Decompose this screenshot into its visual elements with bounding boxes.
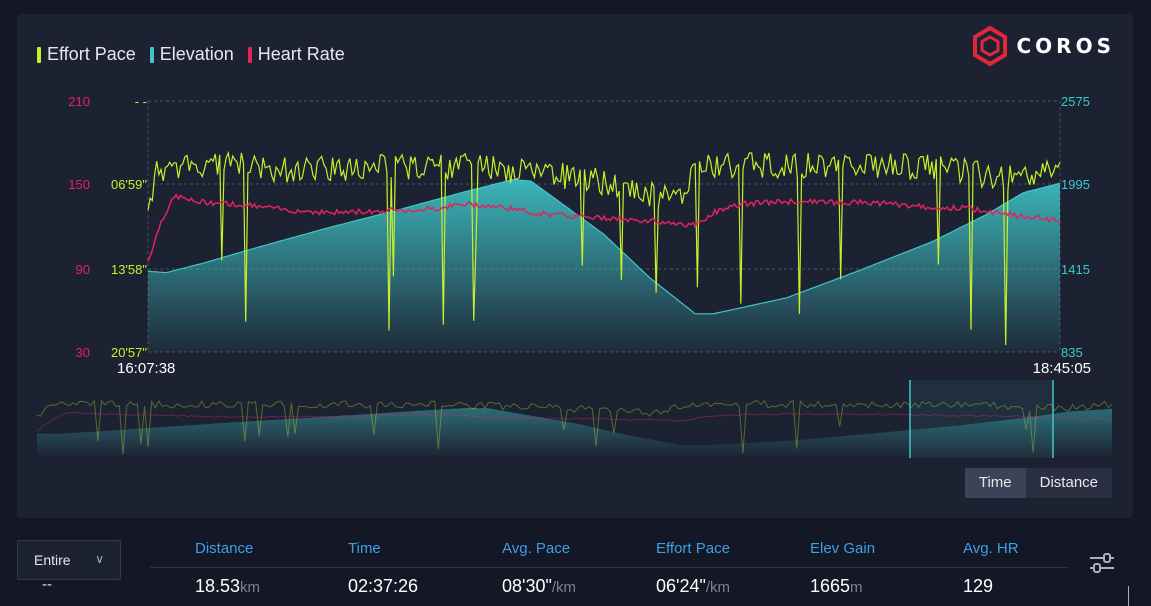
chart-panel: Effort Pace Elevation Heart Rate COROS: [17, 14, 1133, 518]
coros-hexagon-icon: [972, 26, 1007, 66]
hr-tick-label: 150: [68, 177, 90, 192]
brand-name: COROS: [1016, 34, 1115, 58]
pace-tick-label: - -: [135, 94, 147, 109]
stat-time: Time 02:37:26: [348, 540, 418, 596]
stat-elev-gain: Elev Gain 1665m: [810, 540, 876, 596]
stat-label: Avg. HR: [963, 540, 1019, 557]
stat-label: Avg. Pace: [502, 540, 571, 557]
legend-label-heart-rate: Heart Rate: [257, 44, 345, 64]
range-select[interactable]: Entire ∨: [17, 540, 121, 580]
legend-swatch-heart-rate: [247, 46, 252, 63]
hr-tick-label: 90: [76, 262, 90, 277]
x-start-label: 16:07:38: [117, 360, 175, 377]
effort-pace-line: [147, 150, 1061, 346]
settings-sliders-icon[interactable]: [1089, 552, 1115, 574]
legend-label-elevation: Elevation: [159, 44, 234, 64]
elev-tick-label: 835: [1061, 345, 1083, 360]
overview-pace-line: [36, 399, 1113, 455]
overview-navigator[interactable]: [36, 380, 1113, 458]
stat-label: Elev Gain: [810, 540, 876, 557]
chart-legend: Effort Pace Elevation Heart Rate: [37, 44, 345, 65]
time-toggle-button[interactable]: Time: [964, 468, 1026, 498]
stat-value: 18.53km: [195, 576, 261, 596]
chevron-down-icon: ∨: [95, 552, 104, 566]
legend-swatch-elevation: [149, 46, 154, 63]
edge-divider: [1128, 586, 1129, 606]
hr-tick-label: 30: [76, 345, 90, 360]
stat-value: 08'30"/km: [502, 576, 577, 596]
heart-rate-line: [147, 193, 1061, 262]
stat-effort-pace: Effort Pace 06'24"/km: [656, 540, 730, 596]
legend-item-heart-rate[interactable]: Heart Rate: [247, 44, 345, 65]
stat-label: Time: [348, 540, 381, 557]
elev-tick-label: 1995: [1061, 177, 1090, 192]
main-chart[interactable]: 210 150 90 30 - - 06'59" 13'58" 20'57" 2575 1995 1…: [17, 14, 1133, 518]
range-select-value: Entire: [34, 552, 71, 568]
elev-tick-label: 2575: [1061, 94, 1090, 109]
stat-label: Distance: [195, 540, 254, 557]
elevation-line: [147, 178, 1061, 315]
elevation-area: [148, 179, 1060, 352]
stat-avg-pace: Avg. Pace 08'30"/km: [502, 540, 576, 596]
legend-item-elevation[interactable]: Elevation: [149, 44, 234, 65]
legend-swatch-effort-pace: [37, 46, 41, 63]
pace-tick-label: 06'59": [111, 177, 147, 192]
distance-toggle-button[interactable]: Distance: [1025, 468, 1112, 498]
stat-value: 02:37:26: [348, 576, 419, 596]
stat-value: 129: [963, 576, 994, 596]
overview-elevation-area: [37, 407, 1112, 456]
stat-value: 1665m: [810, 576, 863, 596]
legend-item-effort-pace[interactable]: Effort Pace: [37, 44, 136, 65]
pace-tick-label: 13'58": [111, 262, 147, 277]
pace-tick-label: 20'57": [111, 345, 147, 360]
stats-divider: [150, 567, 1068, 568]
overview-window: [910, 380, 1053, 458]
series: [147, 150, 1061, 352]
stat-value: 06'24"/km: [656, 576, 731, 596]
brand-logo: COROS: [972, 26, 1116, 66]
stat-label: Effort Pace: [656, 540, 730, 557]
hr-tick-label: 210: [68, 94, 90, 109]
stat-avg-hr: Avg. HR 129: [963, 540, 1019, 596]
stat-distance: Distance 18.53km: [195, 540, 260, 596]
legend-label-effort-pace: Effort Pace: [47, 44, 136, 64]
x-end-label: 18:45:05: [1033, 360, 1091, 377]
range-row-value: --: [42, 576, 52, 593]
elev-tick-label: 1415: [1061, 262, 1090, 277]
overview-hr-line: [36, 411, 1113, 432]
axes: 210 150 90 30 - - 06'59" 13'58" 20'57" 2575 1995 1…: [68, 94, 1090, 360]
axis-mode-toggle: Time Distance: [964, 468, 1112, 498]
